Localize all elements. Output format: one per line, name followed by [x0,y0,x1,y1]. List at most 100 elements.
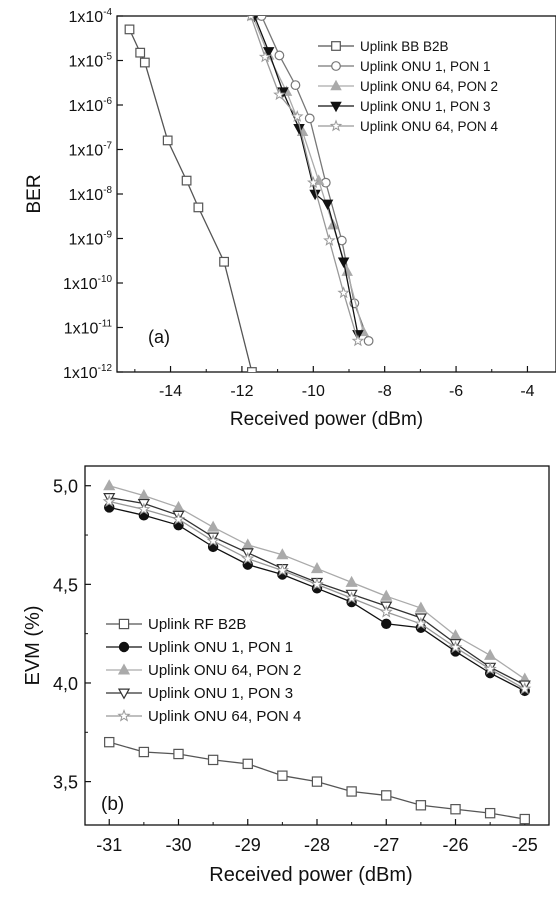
data-point-s3 [380,589,393,601]
legend-marker-2 [118,641,130,653]
data-point-s5 [275,563,289,577]
data-point-s5 [273,88,286,101]
data-point-s5 [137,502,151,516]
data-point-s5 [258,50,272,63]
data-point-s1 [181,175,192,186]
data-point-s1 [484,807,496,819]
data-point-s4 [337,257,350,268]
data-point-s5 [102,494,116,508]
y-axis-label: EVM (%) [22,606,44,686]
legend: Uplink BB B2B Uplink ONU 1, PON 1 Uplink O… [318,39,499,134]
data-point-s5 [241,551,255,565]
data-point-s1 [242,758,253,770]
y-tick-label: 4,0 [53,674,78,694]
y-tick-label: 5,0 [53,477,78,497]
series-line-4 [253,16,359,335]
data-point-s5 [379,605,393,618]
x-tick-label: -12 [230,383,253,400]
data-point-s2 [304,113,315,124]
legend-label-3: Uplink ONU 64, PON 2 [360,79,498,94]
data-point-s1 [450,804,461,815]
data-point-s2 [363,335,374,346]
data-point-s5 [448,640,463,654]
data-point-s1 [139,57,150,68]
legend-marker-1 [118,618,130,630]
data-point-s3 [103,479,116,491]
data-point-s1 [162,135,173,146]
legend: Uplink RF B2B Uplink ONU 1, PON 1 Uplink O… [106,616,301,725]
data-point-s5 [351,334,365,347]
data-point-s5 [310,577,324,590]
data-point-s5 [206,533,220,547]
legend-marker-5 [329,119,343,132]
data-point-s5 [345,591,359,604]
x-tick-label: -4 [520,383,534,400]
data-point-s5 [414,616,428,630]
data-point-s2 [381,618,392,630]
legend-label-1: Uplink BB B2B [360,39,449,54]
legend-marker-3 [330,79,342,91]
x-tick-label: -26 [442,835,468,855]
data-point-s1 [311,776,323,787]
data-point-s5 [290,109,304,122]
data-point-s1 [381,790,392,801]
x-tick-label: -28 [304,835,330,855]
data-point-s5 [246,16,255,22]
legend-label-2: Uplink ONU 1, PON 1 [148,639,293,656]
data-point-s1 [138,746,150,758]
x-tick-label: -6 [449,383,463,400]
y-tick-label: 1x10-4 [68,7,112,26]
y-tick-label: 1x10-5 [68,52,112,71]
data-point-s1 [207,754,219,766]
legend-label-5: Uplink ONU 64, PON 4 [148,708,301,725]
series-line-3 [252,16,364,332]
data-point-s3 [449,629,462,641]
data-point-s3 [345,575,358,587]
y-tick-label: 1x10-11 [64,319,113,338]
legend-label-1: Uplink RF B2B [148,616,246,633]
data-point-s1 [104,736,115,748]
data-point-s3 [207,520,220,532]
data-point-s2 [290,80,301,91]
data-point-s1 [173,748,184,760]
panel-label: (b) [101,794,124,815]
data-point-s5 [323,233,336,246]
evm-chart: -31 -30 -29 -28 -27 -26 -25 3,5 4,0 4,5 5,0 Receive… [22,465,550,886]
x-axis-label: Received power (dBm) [209,864,412,886]
ber-chart: -14 -12 -10 -8 -6 -4 1x10-4 1x10-5 1x10-6 1x10-7 1… [24,7,556,430]
y-tick-label: 1x10-6 [68,96,112,115]
x-tick-label: -14 [159,383,182,400]
data-point-s5 [483,662,497,675]
data-point-s1 [124,24,135,35]
panel-label: (a) [148,327,170,347]
y-axis-label: BER [24,174,45,213]
data-point-s1 [346,786,357,797]
data-point-s5 [337,286,350,299]
data-point-s5 [307,176,320,188]
data-point-s1 [219,256,229,267]
legend-marker-4 [330,101,342,113]
y-tick-label: 4,5 [53,575,78,595]
data-point-s1 [519,813,530,825]
x-tick-label: -31 [96,835,122,855]
data-point-s4 [309,189,321,201]
data-point-s3 [484,648,497,660]
data-point-s3 [310,562,324,574]
y-tick-label: 1x10-10 [63,274,113,293]
legend-label-5: Uplink ONU 64, PON 4 [360,119,499,134]
y-tick-label: 1x10-8 [68,185,112,204]
legend-label-4: Uplink ONU 1, PON 3 [148,685,293,702]
data-point-s5 [518,681,532,695]
x-axis-label: Received power (dBm) [230,409,423,430]
y-tick-label: 1x10-12 [63,363,113,382]
data-point-s3 [341,265,353,276]
legend-label-3: Uplink ONU 64, PON 2 [148,662,301,679]
y-tick-label: 1x10-9 [68,230,112,249]
data-point-s1 [415,800,427,811]
legend-marker-2 [331,61,341,71]
series-line-1 [128,29,253,372]
legend-marker-1 [331,41,341,51]
y-tick-label: 1x10-7 [68,141,112,160]
series-line-5 [109,500,526,690]
